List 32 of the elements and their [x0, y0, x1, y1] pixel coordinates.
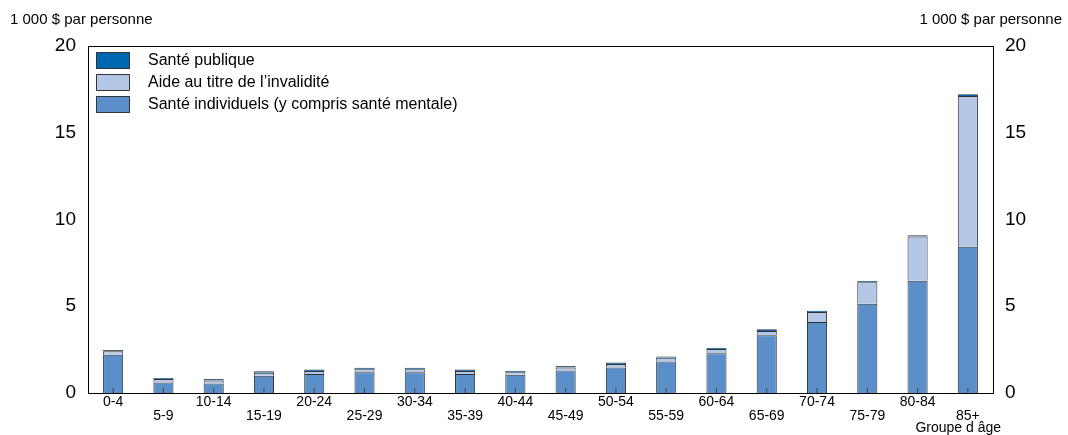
legend-label: Santé individuels (y compris santé mentale) — [148, 95, 458, 113]
x-tick-label: 70-74 — [799, 392, 836, 409]
y2-tick-label: 5 — [1005, 294, 1016, 316]
x-tick-label: 35-39 — [447, 406, 484, 423]
y-tick-label: 5 — [65, 294, 76, 316]
x-tick-label: 20-24 — [296, 392, 333, 409]
y-tick-label: 10 — [54, 207, 76, 229]
y2-tick-label: 20 — [1005, 34, 1027, 56]
y2-tick-label: 10 — [1005, 207, 1027, 229]
x-tick-label: 5-9 — [153, 406, 174, 423]
x-tick-label: 80-84 — [899, 392, 936, 409]
x-tick-label: 75-79 — [849, 406, 886, 423]
y2-tick-label: 15 — [1005, 120, 1027, 142]
x-tick-label: 30-34 — [396, 392, 433, 409]
x-tick-label: 55-59 — [648, 406, 685, 423]
x-tick-label: 50-54 — [598, 392, 635, 409]
x-tick-label: 10-14 — [195, 392, 232, 409]
y2-axis-title: 1 000 $ par personne — [919, 10, 1062, 27]
y-tick-label: 15 — [54, 120, 76, 142]
x-tick-label: 25-29 — [346, 406, 383, 423]
y-tick-label: 20 — [54, 34, 76, 56]
x-tick-label: 40-44 — [497, 392, 534, 409]
legend-label: Santé publique — [148, 51, 255, 69]
y2-tick-label: 0 — [1005, 381, 1016, 403]
x-tick-label: 15-19 — [246, 406, 283, 423]
x-tick-label: 65-69 — [748, 406, 785, 423]
x-tick-label: 60-64 — [698, 392, 735, 409]
x-tick-label: 0-4 — [103, 392, 124, 409]
y-tick-label: 0 — [65, 381, 76, 403]
legend-label: Aide au titre de l’invalidité — [148, 73, 330, 91]
y-axis-title: 1 000 $ par personne — [10, 10, 153, 27]
x-tick-label: 45-49 — [547, 406, 584, 423]
